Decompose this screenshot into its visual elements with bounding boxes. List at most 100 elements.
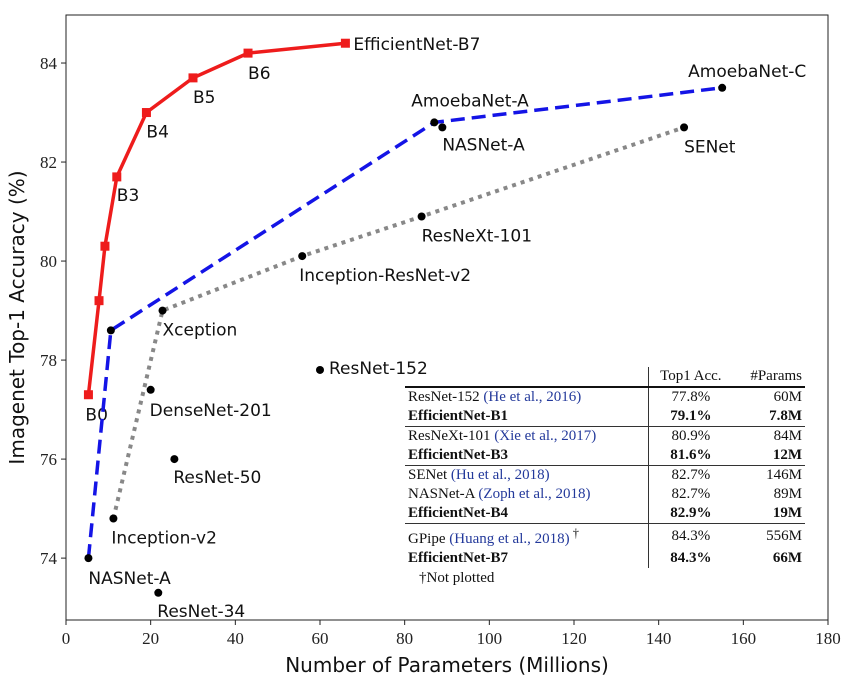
others-point-label: ResNet-152: [329, 359, 428, 379]
others-point-label: DenseNet-201: [150, 401, 272, 421]
x-tick-label: 140: [646, 629, 672, 648]
handcrafted-point-label: ResNeXt-101: [422, 227, 532, 247]
params-cell: 7.8M: [769, 408, 802, 424]
table-row: NASNet-A (Zoph et al., 2018) 82.7% 89M: [405, 485, 805, 504]
params-cell: 89M: [773, 486, 802, 502]
accuracy-cell: 80.9%: [647, 426, 733, 446]
efficientnet-point-label: B4: [146, 123, 168, 143]
citation-link[interactable]: (He et al., 2016): [483, 389, 582, 405]
accuracy-cell: 82.7%: [647, 465, 733, 485]
accuracy-cell: 84.3%: [647, 523, 733, 549]
y-tick-label: 82: [40, 153, 57, 172]
handcrafted-point: [417, 212, 426, 221]
others-point: [146, 385, 155, 394]
y-tick-label: 78: [40, 351, 57, 370]
citation-link[interactable]: (Zoph et al., 2018): [478, 486, 591, 502]
x-tick-label: 60: [312, 629, 329, 648]
efficientnet-point: [83, 390, 93, 400]
column-header: Top1 Acc.: [647, 367, 733, 388]
table-row: SENet (Hu et al., 2018) 82.7% 146M: [405, 465, 805, 485]
nas-line: [86, 86, 723, 559]
model-name: GPipe: [408, 531, 450, 547]
others-point-label: ResNet-50: [173, 468, 261, 488]
nas-point-label: NASNet-A: [88, 569, 171, 589]
model-cell: EfficientNet-B4: [405, 504, 648, 524]
efficientnet-point-label: EfficientNet-B7: [353, 35, 480, 55]
citation-link[interactable]: (Xie et al., 2017): [494, 428, 597, 444]
model-cell: NASNet-A (Zoph et al., 2018): [405, 485, 648, 504]
model-cell: ResNet-152 (He et al., 2016): [405, 387, 648, 407]
plot-frame: [65, 14, 829, 621]
handcrafted-point-label: Inception-v2: [111, 529, 217, 549]
y-tick-label: 84: [40, 54, 58, 73]
x-tick-label: 120: [561, 629, 587, 648]
efficientnet-point: [340, 38, 350, 48]
efficientnet-point: [100, 241, 110, 251]
model-name: NASNet-A: [408, 486, 479, 502]
x-tick-label: 20: [142, 629, 159, 648]
citation-link[interactable]: (Huang et al., 2018): [449, 531, 570, 547]
params-cell: 12M: [772, 447, 802, 463]
table-row: EfficientNet-B3 81.6% 12M: [405, 446, 805, 466]
nas-point: [106, 326, 115, 335]
table-row: EfficientNet-B4 82.9% 19M: [405, 504, 805, 524]
model-cell: ResNeXt-101 (Xie et al., 2017): [405, 426, 649, 446]
table-row: ResNeXt-101 (Xie et al., 2017) 80.9% 84M: [405, 426, 805, 446]
handcrafted-point: [158, 306, 167, 315]
model-cell: SENet (Hu et al., 2018): [405, 465, 649, 485]
handcrafted-point: [298, 252, 307, 261]
efficientnet-point: [243, 48, 253, 58]
table-footnote: †Not plotted: [419, 570, 495, 586]
efficientnet-point: [141, 108, 151, 118]
others-point: [154, 588, 163, 597]
column-header: #Params: [732, 367, 805, 388]
others-point: [170, 455, 179, 464]
nas-point: [430, 118, 439, 127]
x-tick-label: 40: [227, 629, 244, 648]
y-tick-label: 76: [40, 450, 57, 469]
accuracy-cell: 77.8%: [647, 387, 733, 407]
model-name: EfficientNet-B1: [408, 408, 508, 424]
nas-point: [718, 83, 727, 92]
table-header: Top1 Acc. #Params: [405, 367, 805, 388]
handcrafted-point-label: Xception: [163, 321, 238, 341]
model-cell: GPipe (Huang et al., 2018) †: [405, 523, 649, 549]
nas-point-label: AmoebaNet-C: [688, 62, 806, 82]
model-cell: EfficientNet-B1: [405, 407, 648, 427]
nas-point-label: AmoebaNet-A: [411, 91, 529, 111]
efficientnet-point-label: B3: [117, 186, 139, 206]
accuracy-cell: 82.7%: [647, 485, 733, 504]
model-name: ResNeXt-101: [408, 428, 495, 444]
x-tick-label: 80: [396, 629, 413, 648]
others-point: [438, 123, 447, 132]
x-tick-label: 160: [731, 629, 757, 648]
x-tick-label: 180: [815, 629, 841, 648]
handcrafted-point-label: SENet: [684, 137, 736, 157]
model-cell: EfficientNet-B3: [405, 446, 648, 466]
model-cell: EfficientNet-B7: [405, 549, 648, 568]
params-cell: 66M: [772, 550, 802, 566]
accuracy-cell: 84.3%: [647, 549, 733, 568]
citation-link[interactable]: (Hu et al., 2018): [450, 467, 550, 483]
y-axis-label: Imagenet Top-1 Accuracy (%): [5, 170, 29, 464]
params-cell: 146M: [732, 465, 805, 485]
x-tick-label: 0: [62, 629, 71, 648]
accuracy-cell: 81.6%: [647, 446, 733, 466]
model-name: EfficientNet-B7: [408, 550, 508, 566]
y-tick-label: 74: [40, 549, 58, 568]
handcrafted-point: [680, 123, 689, 132]
handcrafted-point-label: Inception-ResNet-v2: [299, 266, 471, 286]
params-cell: 84M: [732, 426, 805, 446]
efficientnet-point: [112, 172, 122, 182]
params-cell: 19M: [772, 505, 802, 521]
efficientnet-point: [188, 73, 198, 83]
table-row: EfficientNet-B1 79.1% 7.8M: [405, 407, 805, 427]
efficientnet-point-label: B6: [248, 64, 270, 84]
others-point: [316, 365, 324, 374]
model-name: EfficientNet-B4: [408, 505, 508, 521]
others-point-label: NASNet-A: [442, 135, 525, 155]
accuracy-cell: 82.9%: [647, 504, 733, 524]
efficientnet-point-label: B5: [193, 88, 215, 108]
